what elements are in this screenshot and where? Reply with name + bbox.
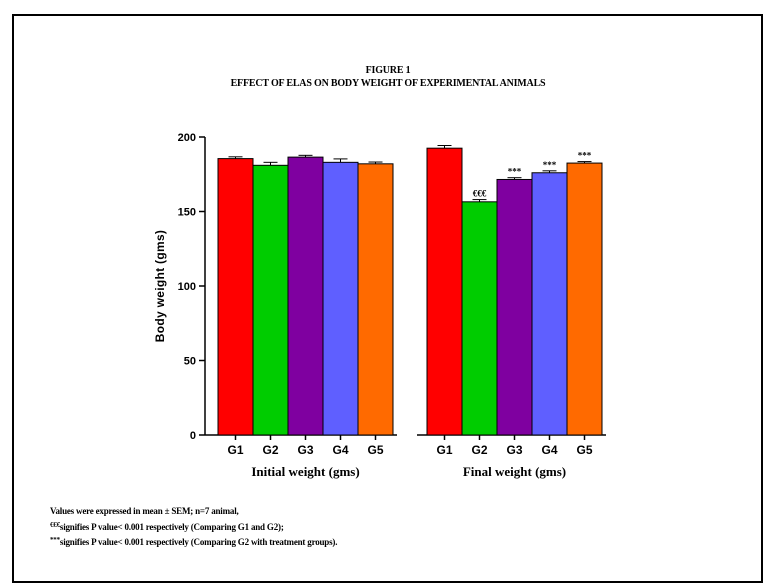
y-tick-label: 100: [178, 281, 196, 293]
bar: [217, 158, 254, 436]
bar: [252, 164, 289, 436]
x-tick-label: G2: [471, 443, 487, 457]
footnote-treatment-significance: ***signifies P value< 0.001 respectively…: [50, 536, 337, 547]
x-tick-label: G1: [436, 443, 452, 457]
y-axis-label: Body weight (gms): [153, 230, 167, 342]
x-tick-label: G4: [332, 443, 348, 457]
x-tick-label: G3: [506, 443, 522, 457]
bar: [287, 156, 324, 436]
group-label: Initial weight (gms): [251, 464, 359, 479]
significance-label: €€€: [473, 189, 487, 199]
y-tick-label: 200: [178, 132, 196, 144]
significance-label: ***: [543, 160, 557, 170]
footnote-star-marker: ***: [50, 536, 60, 544]
significance-label: ***: [578, 151, 592, 161]
footnote-g1-g2-text: signifies P value< 0.001 respectively (C…: [59, 522, 284, 532]
figure-title: EFFECT OF ELAS ON BODY WEIGHT OF EXPERIM…: [230, 78, 546, 89]
footnote-g1-g2-significance: €€€signifies P value< 0.001 respectively…: [50, 521, 284, 532]
group-label: Final weight (gms): [463, 464, 566, 479]
bar: [426, 147, 463, 436]
footnote-euro-marker: €€€: [50, 521, 60, 529]
footnote-treatment-text: signifies P value< 0.001 respectively (C…: [59, 537, 338, 547]
x-tick-label: G2: [262, 443, 278, 457]
x-tick-label: G4: [541, 443, 557, 457]
x-tick-label: G1: [227, 443, 243, 457]
y-tick-label: 50: [184, 356, 196, 368]
bar: [496, 178, 533, 436]
footnote-values-text: Values were expressed in mean ± SEM; n=7…: [50, 506, 239, 516]
significance-label: ***: [508, 167, 522, 177]
bar: [322, 161, 359, 436]
bar: [357, 163, 394, 436]
x-tick-label: G3: [297, 443, 313, 457]
footnote-values: Values were expressed in mean ± SEM; n=7…: [50, 506, 239, 516]
bar: [531, 172, 568, 436]
y-tick-label: 150: [178, 207, 196, 219]
y-tick-label: 0: [190, 430, 196, 442]
x-tick-label: G5: [576, 443, 592, 457]
figure-number: FIGURE 1: [365, 65, 411, 76]
bar: [566, 162, 603, 436]
bar: [461, 201, 498, 436]
x-tick-label: G5: [367, 443, 383, 457]
